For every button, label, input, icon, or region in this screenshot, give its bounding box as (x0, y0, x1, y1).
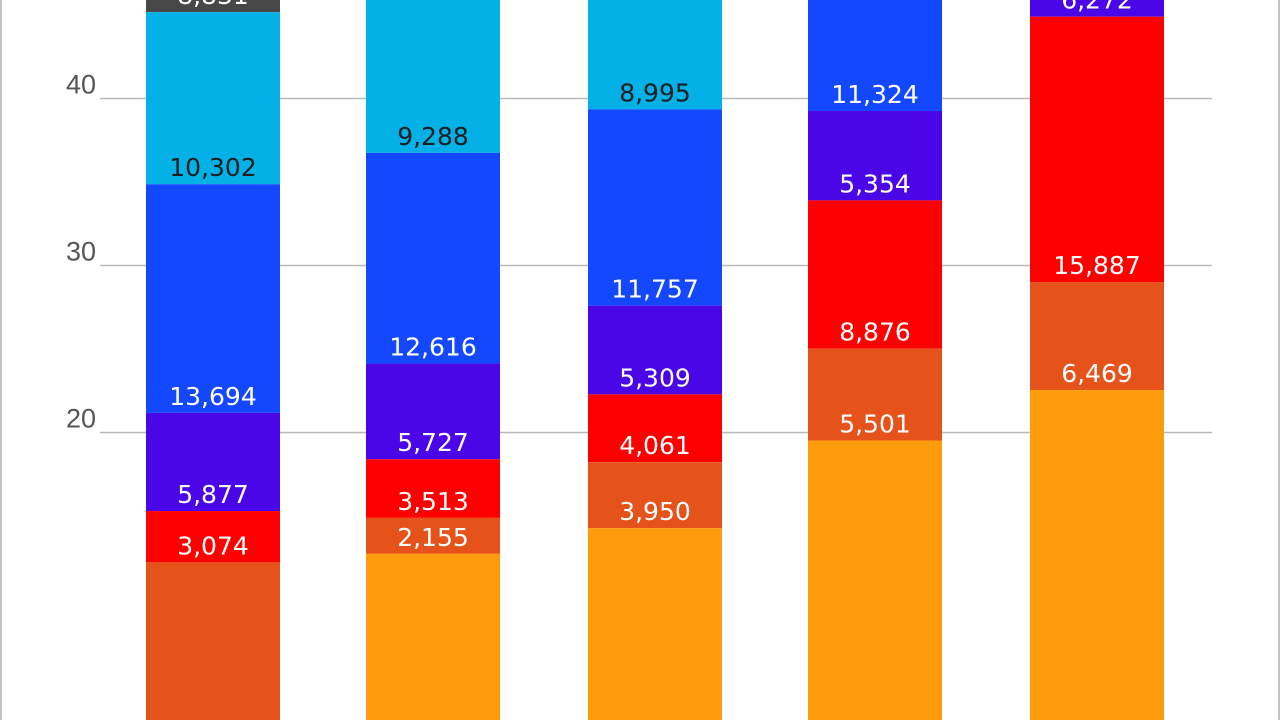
bar-segment (146, 184, 280, 413)
data-label: 9,288 (397, 122, 469, 151)
bar-segment (588, 462, 722, 529)
bar-segment (588, 305, 722, 395)
y-tick-label: 20 (66, 404, 96, 434)
data-label: 5,354 (839, 169, 911, 198)
bar-segment (146, 0, 280, 13)
data-label: 6,469 (1061, 359, 1133, 388)
data-label: 10,302 (169, 153, 256, 182)
data-label: 5,309 (619, 363, 691, 392)
bar-segment (808, 348, 942, 441)
bar-segment (588, 109, 722, 306)
data-label: 13,694 (169, 382, 256, 411)
bars-layer (146, 0, 1164, 720)
data-label: 5,877 (177, 480, 249, 509)
bar-segment (588, 528, 722, 720)
data-label: 3,950 (619, 497, 691, 526)
data-label: 12,616 (389, 333, 476, 362)
data-label: 3,513 (397, 487, 469, 516)
bar-segment (366, 517, 500, 554)
bar-segment (588, 394, 722, 463)
bar-segment (146, 511, 280, 563)
bar-segment (1030, 390, 1164, 720)
data-label: 11,324 (831, 80, 918, 109)
bar-segment (1030, 0, 1164, 17)
data-label: 4,061 (619, 431, 691, 460)
bar-segment (808, 110, 942, 201)
bar-segment (146, 12, 280, 185)
bar-segment (808, 200, 942, 349)
y-tick-label: 30 (66, 237, 96, 267)
bar-segment (808, 0, 942, 111)
data-label: 8,995 (619, 78, 691, 107)
data-label: 8,831 (177, 0, 249, 10)
data-label: 15,887 (1053, 251, 1140, 280)
bar-segment (808, 440, 942, 720)
bar-segment (366, 363, 500, 460)
bar-segment (366, 459, 500, 518)
labels-layer: 8,83110,30213,6945,8773,0747,1699,28812,… (169, 0, 1140, 560)
y-tick-label: 40 (66, 70, 96, 100)
bar-segment (1030, 16, 1164, 283)
data-label: 11,757 (611, 275, 698, 304)
data-label: 5,501 (839, 409, 911, 438)
bar-segment (146, 562, 280, 720)
data-label: 2,155 (397, 523, 469, 552)
bar-segment (588, 0, 722, 110)
bar-segment (1030, 282, 1164, 391)
bar-segment (146, 412, 280, 512)
data-label: 3,074 (177, 531, 249, 560)
bar-segment (366, 0, 500, 153)
data-label: 8,876 (839, 318, 911, 347)
bar-segment (366, 152, 500, 364)
bar-segment (366, 553, 500, 720)
data-label: 6,272 (1061, 0, 1133, 15)
data-label: 5,727 (397, 428, 469, 457)
